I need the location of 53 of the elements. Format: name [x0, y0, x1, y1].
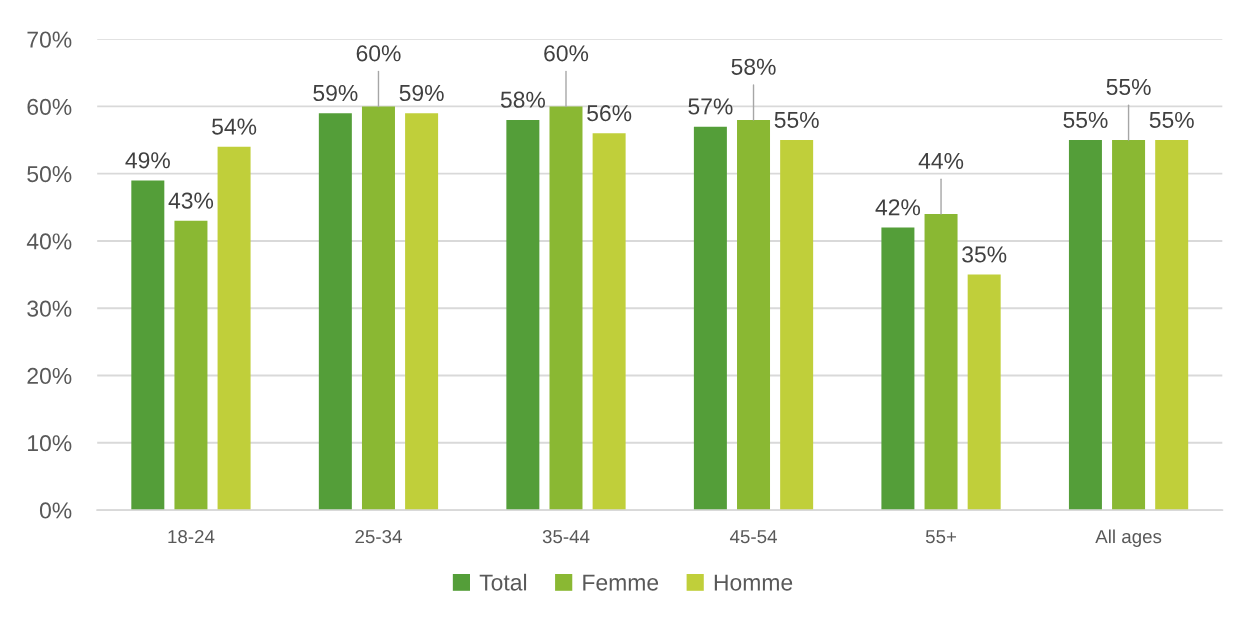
data-label: 55%	[1106, 78, 1151, 96]
data-label: 43%	[168, 192, 214, 209]
data-label: 44%	[918, 152, 964, 169]
bar	[1155, 140, 1189, 511]
x-tick-label: 55+	[925, 530, 957, 544]
data-label: 58%	[500, 91, 545, 108]
data-label: 60%	[356, 45, 401, 62]
bar	[737, 119, 771, 511]
y-tick-label: 10%	[28, 435, 72, 452]
x-tick-label: 45-54	[729, 530, 777, 544]
data-label: 55%	[774, 111, 819, 129]
bar	[506, 119, 540, 511]
legend-label: Total	[479, 573, 527, 591]
bar	[549, 106, 583, 511]
bar	[592, 133, 626, 511]
bar	[318, 113, 352, 511]
data-label: 42%	[875, 199, 921, 216]
data-label: 35%	[962, 246, 1007, 263]
y-tick-label: 60%	[27, 98, 72, 115]
bar	[174, 220, 208, 511]
data-label: 57%	[688, 98, 733, 115]
bar	[924, 214, 958, 511]
x-tick-label: All ages	[1095, 529, 1162, 547]
data-label: 55%	[1149, 111, 1194, 129]
x-tick-label: 35-44	[542, 529, 590, 544]
bar	[217, 146, 251, 511]
x-tick-label: 25-34	[355, 529, 402, 544]
data-label: 60%	[544, 45, 589, 62]
data-label: 58%	[731, 58, 776, 75]
x-tick-label: 18-24	[168, 529, 215, 544]
legend-label: Homme	[714, 574, 793, 591]
y-tick-label: 20%	[27, 367, 72, 385]
data-label: 49%	[125, 152, 170, 169]
data-label: 55%	[1063, 111, 1108, 129]
bar	[967, 274, 1001, 511]
y-tick-label: 70%	[27, 31, 72, 48]
bar	[361, 106, 395, 511]
data-label: 59%	[399, 84, 444, 102]
bar	[405, 113, 439, 511]
y-tick-label: 30%	[27, 300, 72, 317]
data-label: 56%	[587, 105, 632, 122]
data-label: 54%	[212, 118, 257, 135]
bar	[131, 180, 165, 511]
y-tick-label: 40%	[26, 233, 72, 250]
y-tick-label: 0%	[39, 502, 72, 519]
bar	[693, 126, 727, 511]
data-label: 59%	[313, 84, 358, 102]
bar	[1112, 140, 1146, 511]
y-tick-label: 50%	[27, 166, 72, 183]
bar	[780, 140, 814, 511]
legend-label: Femme	[583, 574, 659, 591]
bar	[881, 227, 915, 511]
bar	[1068, 140, 1102, 511]
